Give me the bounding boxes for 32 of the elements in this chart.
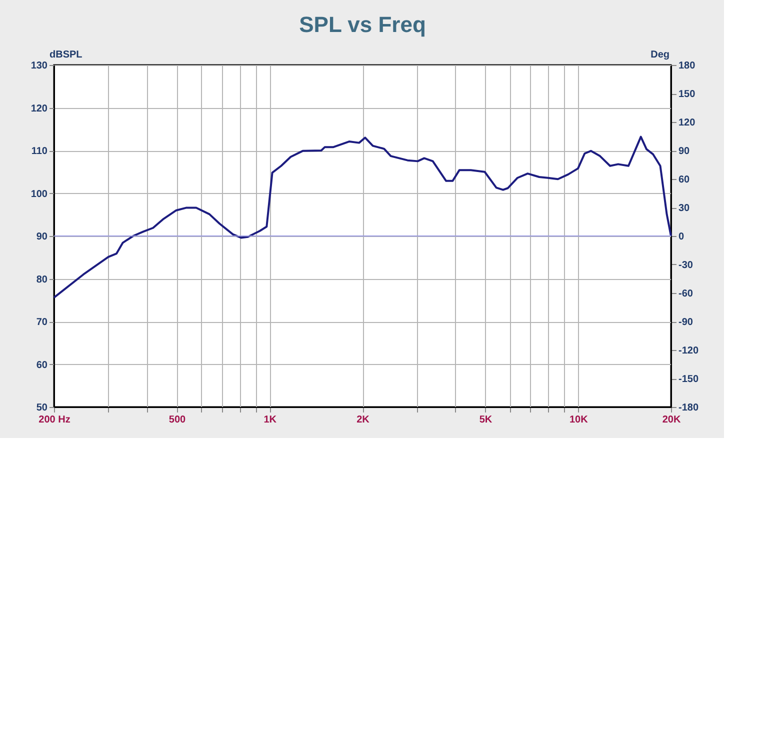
y2-tick-label: 150: [678, 89, 696, 100]
y2-tick-label: -60: [678, 288, 694, 300]
y-axis-title: dBSPL: [50, 50, 82, 60]
y2-tick-label: -30: [678, 260, 694, 271]
x-tick-label: 20K: [662, 414, 682, 426]
y2-axis-title: Deg: [650, 50, 670, 60]
y-tick-label: 120: [30, 103, 48, 114]
y2-tick-label: -150: [678, 374, 699, 385]
y2-tick-label: -90: [678, 317, 694, 328]
y-tick-label: 80: [36, 274, 48, 286]
y-tick-label: 110: [31, 146, 48, 157]
y-tick-label: 100: [30, 188, 48, 200]
x-tick-label: 1K: [264, 414, 278, 426]
y2-tick-label: 90: [678, 146, 690, 157]
x-tick-label: 200 Hz: [38, 414, 70, 426]
y2-tick-label: 0: [678, 232, 684, 242]
y-tick-label: 90: [36, 232, 48, 242]
y-tick-label: 130: [30, 60, 48, 72]
chart-title: SPL vs Freq: [299, 12, 426, 37]
y-tick-label: 60: [36, 360, 48, 371]
y2-tick-label: 120: [678, 118, 696, 128]
x-tick-label: 5K: [479, 414, 493, 426]
y2-tick-label: 180: [678, 60, 696, 72]
x-tick-label: 10K: [569, 414, 589, 426]
y2-tick-label: 30: [678, 203, 690, 214]
y2-tick-label: -180: [678, 402, 699, 414]
y-tick-label: 50: [36, 402, 48, 414]
y-tick-label: 70: [36, 317, 48, 328]
y2-tick-label: 60: [678, 174, 690, 186]
x-tick-label: 2K: [356, 414, 370, 426]
y2-tick-label: -120: [678, 346, 699, 356]
x-tick-label: 500: [168, 414, 186, 426]
